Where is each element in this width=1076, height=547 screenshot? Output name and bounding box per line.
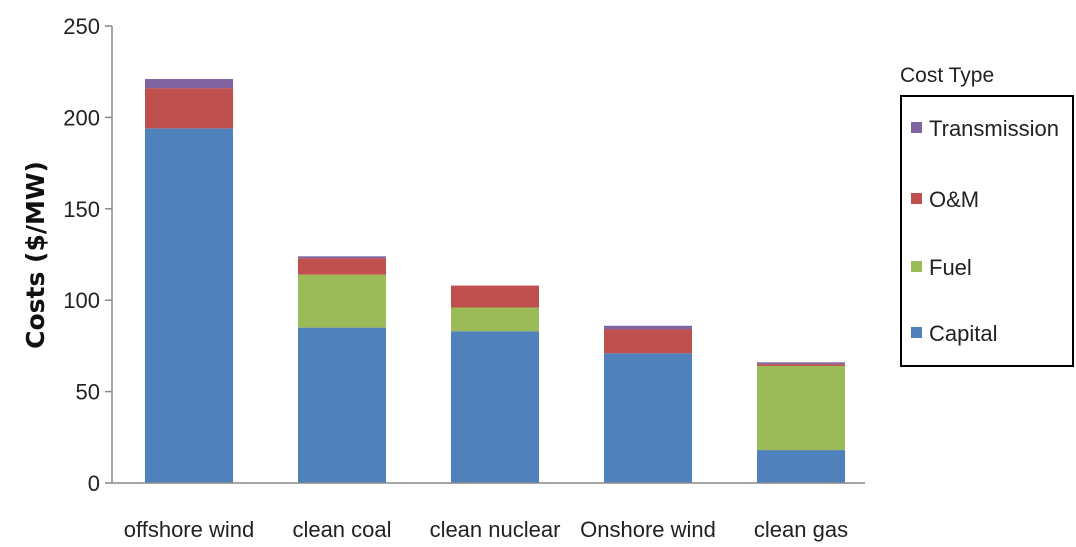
bar-segment-capital — [757, 450, 845, 483]
bar-segment-fuel — [451, 307, 539, 332]
y-tick-label: 250 — [63, 14, 100, 39]
legend-entry-label: O&M — [929, 187, 979, 212]
y-tick-label: 150 — [63, 197, 100, 222]
legend-entry-label: Fuel — [929, 255, 972, 280]
y-tick-label: 100 — [63, 288, 100, 313]
x-category-label: clean nuclear — [430, 517, 561, 542]
y-axis: 0 50 100 150 200 250 — [63, 14, 113, 496]
bar-segment-capital — [604, 353, 692, 483]
x-axis: offshore wind clean coal clean nuclear Onsh… — [112, 482, 865, 542]
x-category-label: offshore wind — [124, 517, 254, 542]
bar-segment-o-m — [145, 88, 233, 129]
y-tick-label: 50 — [76, 380, 100, 405]
bar-segment-transmission — [298, 256, 386, 259]
legend-entry-label: Transmission — [929, 116, 1059, 141]
x-category-label: clean coal — [292, 517, 391, 542]
legend-title: Cost Type — [900, 64, 994, 87]
bar-segment-capital — [451, 331, 539, 483]
x-category-label: Onshore wind — [580, 517, 716, 542]
legend-swatch — [911, 193, 922, 204]
legend-box — [900, 95, 1074, 367]
bar-segment-o-m — [604, 329, 692, 354]
bar-segment-capital — [298, 327, 386, 483]
y-tick-label: 0 — [88, 471, 100, 496]
bar-segment-transmission — [757, 362, 845, 365]
bar-segment-transmission — [604, 325, 692, 330]
y-tick-label: 200 — [63, 105, 100, 130]
y-axis-title: Costs ($/MW) — [21, 161, 50, 349]
bar-segment-fuel — [757, 366, 845, 451]
bar-segment-fuel — [298, 274, 386, 328]
legend-entry-label: Capital — [929, 321, 997, 346]
legend-swatch — [911, 122, 922, 133]
legend-swatch — [911, 327, 922, 338]
bar-segment-transmission — [145, 79, 233, 89]
bar-segment-o-m — [298, 258, 386, 275]
bar-segment-o-m — [757, 364, 845, 367]
x-category-label: clean gas — [754, 517, 848, 542]
bars — [145, 79, 845, 484]
bar-segment-o-m — [451, 285, 539, 308]
bar-segment-capital — [145, 128, 233, 484]
legend: Transmission O&M Fuel Capital — [900, 95, 1074, 367]
legend-swatch — [911, 261, 922, 272]
